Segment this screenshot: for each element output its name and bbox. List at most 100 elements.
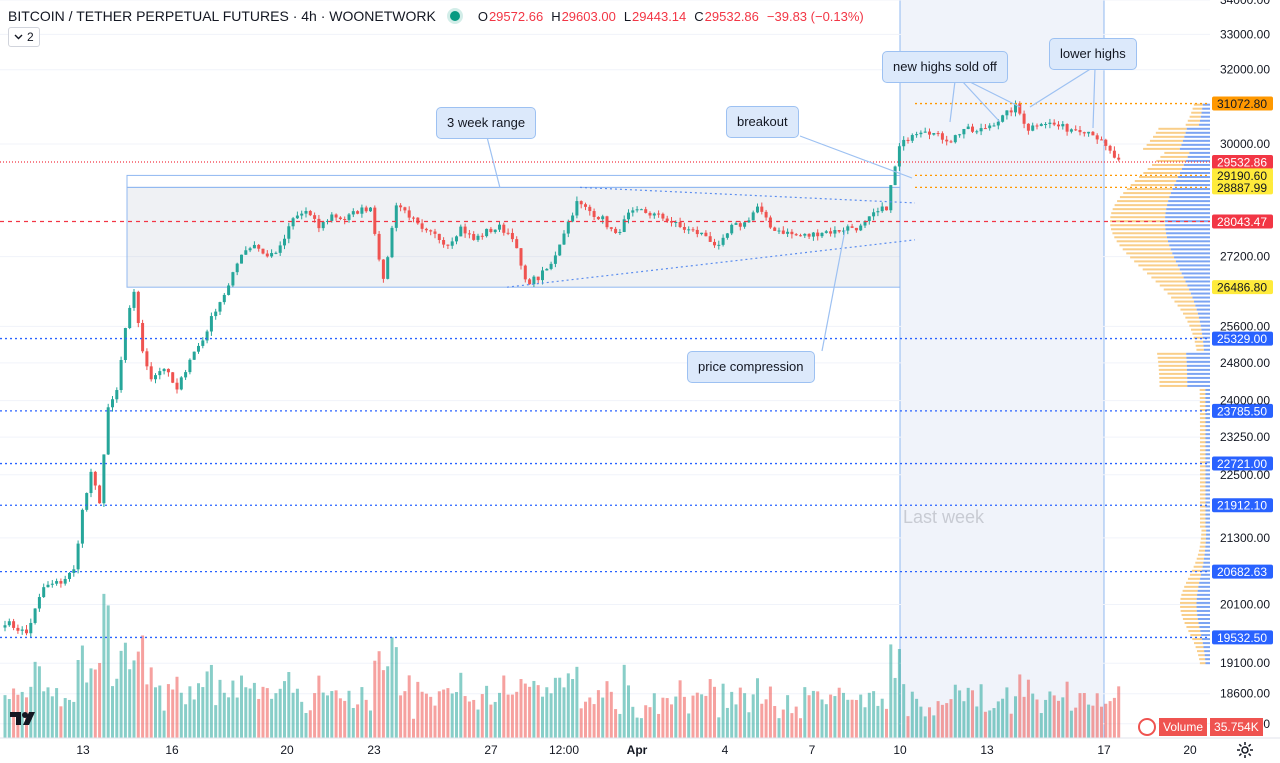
candle[interactable] bbox=[768, 217, 772, 228]
candle[interactable] bbox=[824, 231, 828, 233]
candle[interactable] bbox=[691, 229, 695, 231]
candle[interactable] bbox=[553, 255, 557, 264]
candle[interactable] bbox=[171, 372, 175, 383]
candle[interactable] bbox=[1104, 139, 1108, 146]
candle[interactable] bbox=[665, 218, 669, 222]
candle[interactable] bbox=[12, 621, 16, 628]
candle[interactable] bbox=[85, 493, 89, 510]
candle[interactable] bbox=[235, 263, 239, 273]
candle[interactable] bbox=[7, 621, 11, 626]
candle[interactable] bbox=[106, 407, 110, 455]
candle[interactable] bbox=[283, 238, 286, 246]
candle[interactable] bbox=[571, 215, 575, 222]
candle[interactable] bbox=[575, 201, 579, 216]
candle[interactable] bbox=[1005, 110, 1009, 116]
candle[interactable] bbox=[386, 257, 390, 279]
candle[interactable] bbox=[923, 131, 927, 133]
candle[interactable] bbox=[627, 212, 630, 220]
candle[interactable] bbox=[1074, 129, 1078, 131]
candle[interactable] bbox=[244, 250, 248, 255]
candle[interactable] bbox=[248, 248, 252, 251]
candle[interactable] bbox=[128, 307, 132, 329]
candle[interactable] bbox=[816, 232, 820, 237]
candle[interactable] bbox=[274, 252, 278, 254]
candle[interactable] bbox=[59, 581, 63, 584]
candle[interactable] bbox=[265, 253, 269, 257]
candle[interactable] bbox=[885, 206, 888, 211]
candle[interactable] bbox=[588, 206, 592, 212]
candle[interactable] bbox=[321, 221, 325, 229]
candle[interactable] bbox=[687, 229, 691, 231]
candle[interactable] bbox=[399, 205, 403, 208]
candle[interactable] bbox=[141, 323, 145, 352]
candle[interactable] bbox=[523, 265, 527, 280]
candle[interactable] bbox=[631, 210, 635, 213]
candle[interactable] bbox=[966, 126, 970, 130]
candle[interactable] bbox=[928, 131, 931, 135]
candle[interactable] bbox=[515, 239, 519, 249]
candle[interactable] bbox=[510, 232, 514, 240]
candle[interactable] bbox=[33, 608, 37, 623]
candle[interactable] bbox=[829, 231, 833, 234]
candle[interactable] bbox=[390, 227, 394, 258]
candle[interactable] bbox=[700, 232, 704, 235]
candle[interactable] bbox=[1018, 103, 1022, 114]
candle[interactable] bbox=[29, 622, 33, 634]
candle[interactable] bbox=[227, 285, 231, 295]
candle[interactable] bbox=[111, 399, 114, 408]
callout-new-highs-sold-off[interactable]: new highs sold off bbox=[882, 51, 1008, 83]
candle[interactable] bbox=[93, 471, 97, 486]
candle[interactable] bbox=[373, 207, 377, 234]
candle[interactable] bbox=[562, 233, 566, 245]
candle[interactable] bbox=[971, 126, 974, 132]
candle[interactable] bbox=[20, 629, 24, 631]
candle[interactable] bbox=[867, 216, 871, 222]
candle[interactable] bbox=[80, 509, 84, 544]
candle[interactable] bbox=[605, 216, 609, 228]
candle[interactable] bbox=[1057, 124, 1060, 127]
candle[interactable] bbox=[682, 227, 686, 230]
candle[interactable] bbox=[1031, 125, 1035, 131]
candle[interactable] bbox=[115, 390, 119, 400]
candle[interactable] bbox=[412, 217, 415, 219]
candle[interactable] bbox=[1044, 124, 1048, 126]
candle[interactable] bbox=[433, 231, 437, 234]
candle[interactable] bbox=[657, 213, 661, 215]
candle[interactable] bbox=[450, 241, 454, 246]
candle[interactable] bbox=[614, 228, 618, 233]
candle[interactable] bbox=[940, 133, 944, 140]
candle[interactable] bbox=[377, 233, 381, 260]
candle[interactable] bbox=[579, 201, 583, 205]
candle[interactable] bbox=[747, 220, 751, 223]
candle[interactable] bbox=[820, 232, 824, 237]
candle[interactable] bbox=[764, 211, 768, 218]
candle[interactable] bbox=[166, 368, 170, 373]
candle[interactable] bbox=[717, 244, 721, 246]
candle[interactable] bbox=[261, 248, 265, 254]
candle[interactable] bbox=[983, 128, 987, 130]
candle[interactable] bbox=[807, 233, 811, 237]
candle[interactable] bbox=[498, 224, 501, 230]
candle[interactable] bbox=[222, 294, 226, 303]
callout-breakout[interactable]: breakout bbox=[726, 106, 799, 138]
candle[interactable] bbox=[308, 211, 312, 216]
candle[interactable] bbox=[743, 222, 747, 227]
candle[interactable] bbox=[949, 141, 953, 143]
candle[interactable] bbox=[975, 131, 979, 133]
candle[interactable] bbox=[1035, 125, 1039, 127]
candle[interactable] bbox=[1112, 150, 1116, 158]
candle[interactable] bbox=[919, 132, 923, 135]
candle[interactable] bbox=[988, 125, 992, 129]
candle[interactable] bbox=[429, 230, 433, 232]
candle[interactable] bbox=[493, 229, 497, 232]
candle[interactable] bbox=[420, 223, 424, 229]
candle[interactable] bbox=[459, 226, 463, 237]
symbol-title[interactable]: BITCOIN / TETHER PERPETUAL FUTURES · 4h … bbox=[8, 8, 436, 24]
candle[interactable] bbox=[592, 211, 596, 217]
candle[interactable] bbox=[1026, 123, 1030, 131]
candle[interactable] bbox=[89, 471, 93, 494]
candle[interactable] bbox=[351, 211, 355, 215]
candle[interactable] bbox=[936, 133, 940, 135]
candle[interactable] bbox=[197, 345, 200, 352]
candle[interactable] bbox=[287, 226, 291, 239]
